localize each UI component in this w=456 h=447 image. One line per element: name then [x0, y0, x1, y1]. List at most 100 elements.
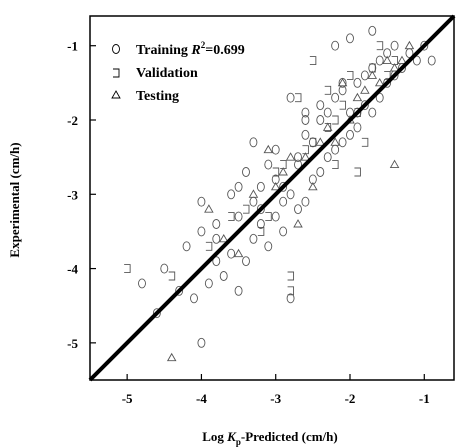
circle-point [390, 40, 399, 51]
triangle-point [285, 152, 296, 161]
circle-point [375, 92, 384, 103]
circle-point [212, 256, 221, 267]
circle-point [286, 189, 295, 200]
legend-triangle-marker [111, 90, 121, 99]
circle-point [212, 233, 221, 244]
circle-point [204, 278, 213, 289]
circle-point [286, 92, 295, 103]
triangle-point [204, 204, 214, 213]
square-point [332, 160, 339, 170]
legend-label-training: Training R2=0.699 [136, 40, 245, 58]
square-point [384, 70, 391, 80]
circle-point [294, 152, 302, 163]
circle-point [182, 241, 191, 252]
legend-entry-testing: Testing [111, 89, 179, 104]
circle-point [427, 55, 436, 66]
square-point [361, 137, 369, 147]
triangle-point [374, 77, 385, 87]
square-point [257, 226, 265, 236]
circle-point [294, 204, 302, 215]
y-tick-label: -1 [67, 39, 78, 54]
triangle-point [218, 233, 229, 243]
square-point [347, 70, 354, 80]
triangle-point [352, 92, 363, 102]
legend-entry-validation: Validation [113, 66, 198, 81]
circle-point [138, 278, 146, 289]
circle-point [316, 167, 325, 177]
circle-point [219, 271, 228, 281]
circle-point [308, 137, 317, 148]
circle-point [346, 129, 354, 140]
square-point [332, 115, 339, 125]
triangle-point [367, 70, 378, 79]
square-point [376, 41, 384, 51]
circle-point [160, 263, 169, 274]
y-tick-label: -2 [67, 113, 78, 128]
triangle-point [322, 122, 333, 131]
circle-point [271, 174, 280, 185]
triangle-point [330, 137, 340, 146]
legend-entry-training: Training R2=0.699 [112, 40, 245, 58]
square-point [295, 93, 302, 103]
circle-point [197, 226, 206, 237]
triangle-point [270, 181, 281, 191]
triangle-point [300, 152, 311, 161]
circle-point [301, 129, 310, 140]
circle-point [212, 219, 221, 229]
circle-point [152, 308, 161, 319]
circle-point [383, 48, 392, 59]
circle-point [249, 196, 258, 207]
circle-point [420, 40, 429, 51]
circle-point [353, 122, 362, 133]
circle-point [338, 137, 347, 148]
circle-point [256, 204, 265, 215]
circle-point [331, 144, 340, 155]
circle-point [227, 189, 236, 200]
circle-point [353, 77, 362, 88]
legend-circle-marker [112, 44, 120, 54]
circle-point [256, 219, 265, 229]
square-point [228, 212, 235, 222]
triangle-point [337, 77, 348, 87]
circle-point [301, 107, 310, 118]
circle-point [353, 107, 362, 118]
circle-point [368, 25, 377, 36]
square-point [272, 167, 280, 177]
circle-point [383, 77, 392, 88]
triangle-point [315, 137, 326, 146]
square-point [243, 204, 250, 214]
x-tick-label: -4 [196, 391, 207, 406]
square-point [324, 85, 332, 95]
triangle-point [263, 144, 274, 154]
triangle-point [389, 63, 400, 72]
square-point [168, 271, 176, 281]
y-axis-ticks: -5 -4 -3 -2 -1 [67, 39, 96, 351]
x-tick-label: -2 [345, 391, 356, 406]
circle-point [242, 256, 250, 267]
y-tick-label: -4 [67, 262, 78, 277]
circle-point [190, 293, 198, 304]
circle-point [264, 241, 273, 252]
y-tick-label: -5 [67, 336, 78, 351]
square-point [265, 212, 272, 222]
x-tick-label: -3 [270, 391, 281, 406]
square-point [354, 108, 361, 118]
legend-label-testing: Testing [136, 89, 179, 104]
triangle-point [389, 159, 400, 169]
fit-line [88, 14, 456, 382]
circle-point [234, 211, 243, 222]
data-points [124, 25, 436, 362]
circle-point [286, 293, 295, 304]
circle-point [279, 181, 288, 192]
circle-point [271, 144, 280, 155]
circle-point [197, 337, 206, 348]
triangle-point [382, 55, 392, 65]
triangle-point [166, 352, 177, 362]
circle-point [360, 70, 369, 81]
square-point [354, 167, 361, 177]
circle-point [346, 33, 354, 44]
y-axis-label: Experimental (cm/h) [7, 142, 22, 257]
circle-point [308, 174, 317, 185]
circle-point [264, 159, 273, 170]
